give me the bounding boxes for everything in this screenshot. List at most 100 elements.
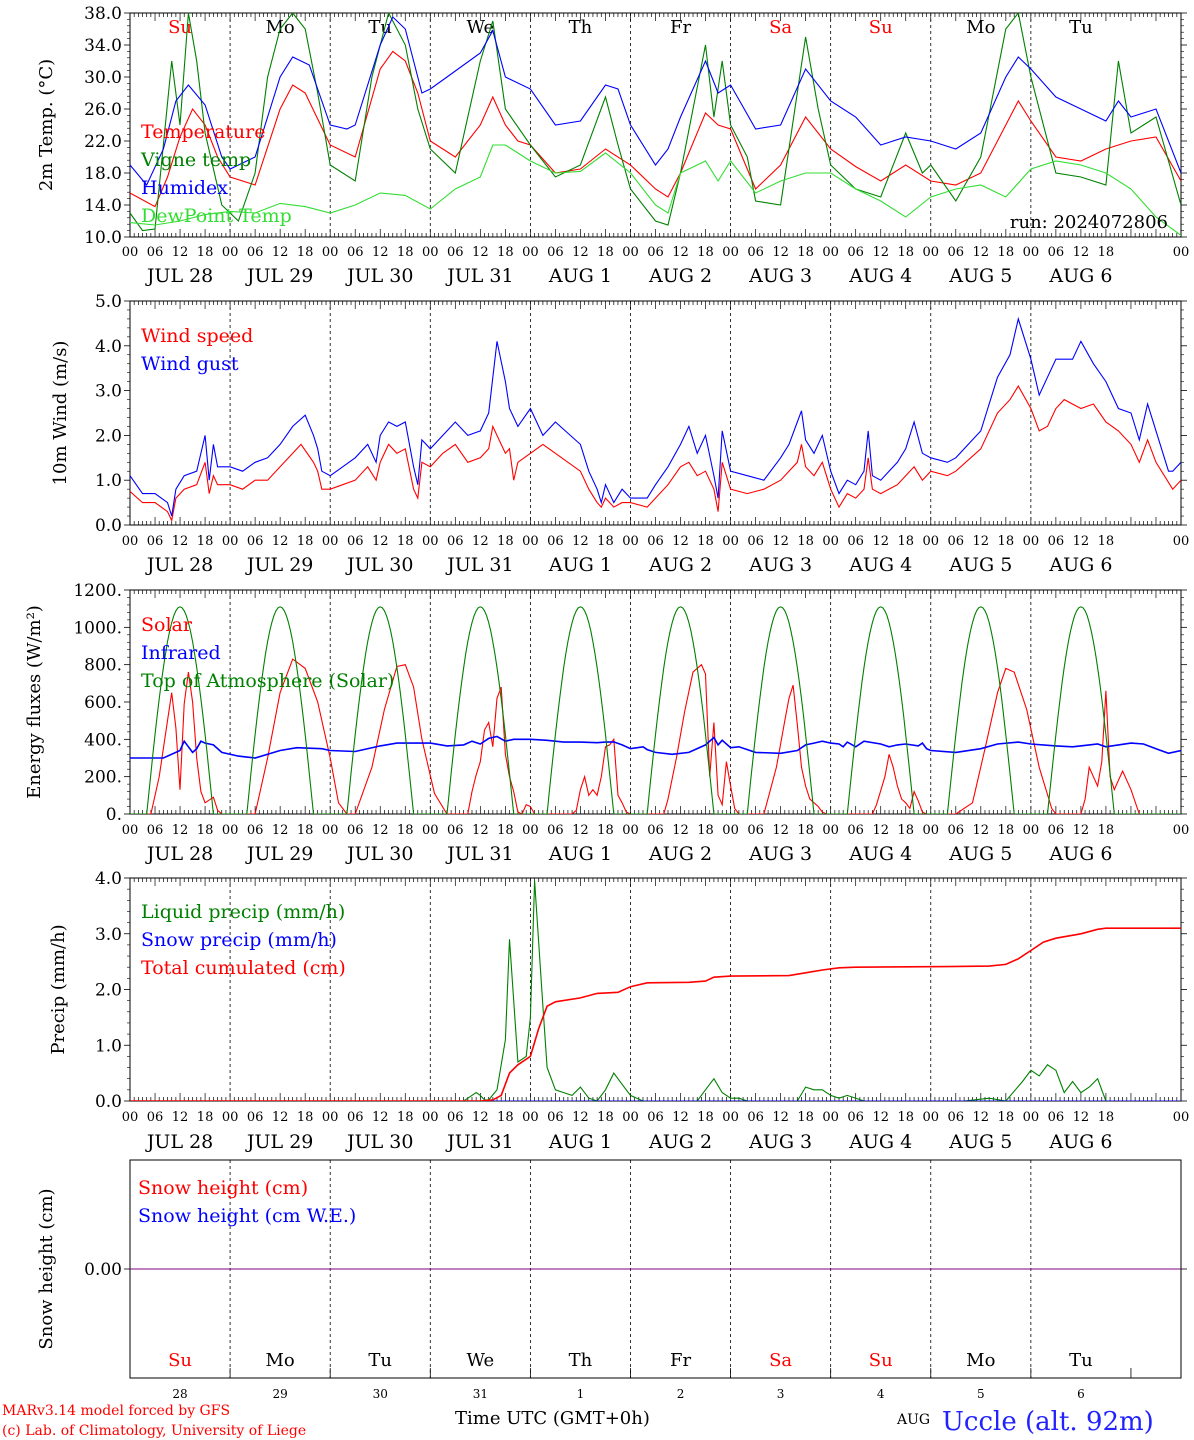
x-hour-label: 18 bbox=[597, 534, 614, 549]
x-date-label: AUG 6 bbox=[1048, 1131, 1112, 1153]
x-hour-label: 12 bbox=[872, 823, 889, 838]
legend-entry: Infrared bbox=[141, 642, 221, 664]
x-hour-label: 00 bbox=[522, 245, 539, 260]
y-tick-label: 600. bbox=[84, 693, 122, 713]
x-hour-label: 12 bbox=[672, 245, 689, 260]
x-hour-label: 18 bbox=[697, 1110, 714, 1125]
x-hour-label: 18 bbox=[1098, 1110, 1115, 1125]
x-hour-label: 18 bbox=[897, 823, 914, 838]
x-hour-label: 06 bbox=[447, 245, 464, 260]
x-hour-label: 00 bbox=[822, 823, 839, 838]
x-hour-label: 12 bbox=[472, 245, 489, 260]
x-hour-label: 18 bbox=[797, 1110, 814, 1125]
x-hour-label: 00 bbox=[722, 245, 739, 260]
x-date-label: JUL 30 bbox=[345, 843, 413, 865]
x-hour-label: 18 bbox=[497, 534, 514, 549]
x-hour-label: 18 bbox=[1098, 245, 1115, 260]
x-hour-label: 06 bbox=[247, 823, 264, 838]
series-line-1 bbox=[130, 50, 1181, 208]
series-line-1 bbox=[130, 658, 1181, 814]
x-hour-label: 12 bbox=[772, 534, 789, 549]
x-hour-label: 00 bbox=[1173, 245, 1190, 260]
x-hour-label: 00 bbox=[1023, 534, 1040, 549]
x-date-label: AUG 2 bbox=[648, 554, 712, 576]
x-date-label: AUG 1 bbox=[548, 265, 612, 287]
y-tick-label: 4.0 bbox=[95, 869, 122, 889]
x-hour-label: 00 bbox=[422, 245, 439, 260]
x-date-label: AUG 5 bbox=[948, 1131, 1012, 1153]
x-hour-label: 12 bbox=[172, 823, 189, 838]
panel-5: 0.00 Snow height (cm) Su 28 Mo 29 Tu 30 We 31 Th 1 F… bbox=[36, 1159, 1187, 1401]
panel-4: 0.0 1.0 2.0 3.0 4.0 Precip (mm/h) 00 06 12 18 JUL … bbox=[48, 869, 1189, 1153]
weekday-label: Th bbox=[569, 1350, 593, 1371]
legend-entry: Temperature bbox=[141, 121, 265, 143]
weekday-label: Tu bbox=[1069, 17, 1093, 38]
x-hour-label: 18 bbox=[197, 534, 214, 549]
x-hour-label: 00 bbox=[522, 534, 539, 549]
x-hour-label: 00 bbox=[622, 823, 639, 838]
x-hour-label: 00 bbox=[922, 823, 939, 838]
x-hour-label: 18 bbox=[197, 823, 214, 838]
x-hour-label: 18 bbox=[1098, 534, 1115, 549]
x-hour-label: 18 bbox=[497, 245, 514, 260]
x-hour-label: 18 bbox=[797, 245, 814, 260]
x-hour-label: 18 bbox=[797, 823, 814, 838]
x-hour-label: 18 bbox=[497, 1110, 514, 1125]
x-hour-label: 12 bbox=[172, 1110, 189, 1125]
x-hour-label: 00 bbox=[622, 1110, 639, 1125]
x-hour-label: 06 bbox=[747, 823, 764, 838]
legend-entry: Total cumulated (cm) bbox=[141, 957, 346, 979]
legend-entry: Wind speed bbox=[141, 325, 253, 347]
y-axis-label: Snow height (cm) bbox=[36, 1188, 57, 1349]
legend-entry: Vigne temp bbox=[140, 149, 251, 171]
x-hour-label: 12 bbox=[1073, 245, 1090, 260]
y-tick-label: 800. bbox=[84, 656, 122, 676]
x-hour-label: 00 bbox=[322, 1110, 339, 1125]
x-hour-label: 12 bbox=[572, 534, 589, 549]
x-hour-label: 18 bbox=[497, 823, 514, 838]
x-hour-label: 06 bbox=[547, 823, 564, 838]
x-hour-label: 18 bbox=[998, 245, 1015, 260]
x-hour-label: 00 bbox=[922, 1110, 939, 1125]
legend-entry: Liquid precip (mm/h) bbox=[141, 901, 345, 923]
y-tick-label: 2.0 bbox=[95, 426, 122, 446]
weekday-label: Su bbox=[869, 1350, 893, 1371]
series-line-2 bbox=[130, 735, 1181, 759]
y-tick-label: 10.0 bbox=[84, 228, 122, 248]
legend-entry: Snow height (cm W.E.) bbox=[138, 1205, 356, 1227]
x-hour-label: 12 bbox=[973, 245, 990, 260]
y-tick-label: 1.0 bbox=[95, 471, 122, 491]
x-hour-label: 12 bbox=[772, 1110, 789, 1125]
x-hour-label: 06 bbox=[948, 1110, 965, 1125]
y-tick-label: 0.0 bbox=[95, 516, 122, 536]
x-hour-label: 00 bbox=[722, 1110, 739, 1125]
x-hour-label: 12 bbox=[372, 534, 389, 549]
x-hour-label: 06 bbox=[747, 245, 764, 260]
x-date-label: JUL 31 bbox=[445, 554, 513, 576]
legend-entry: DewPoint Temp bbox=[141, 205, 292, 227]
y-axis-label: 10m Wind (m/s) bbox=[50, 341, 71, 486]
x-hour-label: 00 bbox=[1023, 1110, 1040, 1125]
x-hour-label: 00 bbox=[622, 534, 639, 549]
x-hour-label: 00 bbox=[122, 1110, 139, 1125]
x-hour-label: 12 bbox=[172, 245, 189, 260]
x-date-label: AUG 1 bbox=[548, 843, 612, 865]
x-hour-label: 06 bbox=[247, 245, 264, 260]
x-hour-label: 12 bbox=[973, 823, 990, 838]
day-number-label: 28 bbox=[172, 1387, 187, 1401]
x-hour-label: 06 bbox=[247, 1110, 264, 1125]
series-line-2 bbox=[130, 316, 1181, 517]
weekday-label: Fr bbox=[670, 1350, 691, 1371]
weekday-label: Sa bbox=[769, 1350, 792, 1371]
x-hour-label: 18 bbox=[897, 534, 914, 549]
weekday-label: Fr bbox=[670, 17, 691, 38]
weekday-label: Tu bbox=[1069, 1350, 1093, 1371]
x-date-label: JUL 28 bbox=[145, 1131, 213, 1153]
x-hour-label: 18 bbox=[797, 534, 814, 549]
weekday-label: Su bbox=[869, 17, 893, 38]
x-hour-label: 06 bbox=[347, 534, 364, 549]
y-tick-label: 1.0 bbox=[95, 1036, 122, 1056]
series-line-3 bbox=[130, 927, 1181, 1101]
series-line-3 bbox=[130, 606, 1181, 814]
x-hour-label: 18 bbox=[197, 1110, 214, 1125]
